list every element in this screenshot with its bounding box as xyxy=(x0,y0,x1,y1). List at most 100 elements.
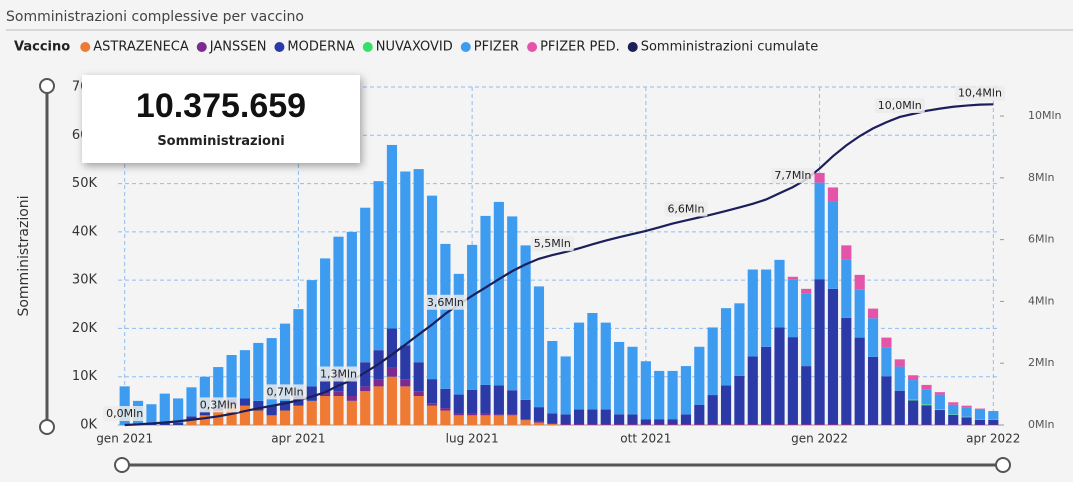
bar-segment xyxy=(533,422,545,425)
bar-segment xyxy=(734,375,745,425)
bar-segment xyxy=(961,417,972,425)
v-slider-handle[interactable] xyxy=(39,419,55,435)
bar-segment xyxy=(373,379,384,387)
bar-segment xyxy=(173,398,184,423)
bar-segment xyxy=(667,424,678,425)
bar-segment xyxy=(787,337,798,425)
bar-segment xyxy=(934,394,945,410)
bar-segment xyxy=(573,409,585,425)
data-label: 0,7Mln xyxy=(267,385,304,398)
kpi-value: 10.375.659 xyxy=(135,87,307,125)
bar-segment xyxy=(320,258,331,380)
bar-segment xyxy=(627,414,638,425)
v-slider-handle[interactable] xyxy=(39,78,55,94)
y2-tick-label: 0Mln xyxy=(1028,418,1055,431)
bar-segment xyxy=(159,422,170,425)
bar-segment xyxy=(814,172,825,183)
bar-segment xyxy=(921,404,932,406)
data-label: 10,0Mln xyxy=(878,99,922,112)
bar-segment xyxy=(720,308,732,386)
bar-segment xyxy=(787,424,798,425)
bar-segment xyxy=(453,273,464,395)
bar-segment xyxy=(400,379,411,387)
y-tick-label: 0K xyxy=(80,418,97,433)
bar-segment xyxy=(600,409,611,425)
bar-segment xyxy=(761,424,772,425)
bar-segment xyxy=(573,424,585,425)
bar-segment xyxy=(908,399,919,401)
bar-segment xyxy=(293,309,304,397)
x-tick-label: gen 2021 xyxy=(96,432,153,446)
bar-segment xyxy=(707,424,718,425)
bar-segment xyxy=(908,400,919,425)
bar-segment xyxy=(680,366,692,415)
h-slider-handle[interactable] xyxy=(114,457,130,473)
bar-segment xyxy=(346,376,357,397)
bar-segment xyxy=(373,386,384,425)
bar-segment xyxy=(386,328,398,368)
bar-segment xyxy=(720,424,732,425)
bar-segment xyxy=(734,424,745,425)
bar-segment xyxy=(680,414,692,425)
y-tick-label: 40K xyxy=(72,224,98,239)
bar-segment xyxy=(948,404,959,415)
bar-segment xyxy=(774,424,785,425)
legend-title: Vaccino xyxy=(14,40,70,55)
legend-marker xyxy=(274,42,285,52)
bar-segment xyxy=(520,419,531,421)
bar-segment xyxy=(426,379,438,404)
y2-tick-label: 2Mln xyxy=(1028,356,1055,369)
y-axis-title: Somministrazioni xyxy=(16,195,32,316)
bar-segment xyxy=(761,346,772,425)
x-tick-label: lug 2021 xyxy=(446,432,499,446)
bar-segment xyxy=(694,346,705,405)
bar-segment xyxy=(801,288,812,294)
bar-segment xyxy=(734,303,745,376)
bar-segment xyxy=(881,347,892,377)
bar-segment xyxy=(747,269,758,357)
bar-segment xyxy=(921,384,932,390)
bar-segment xyxy=(413,362,424,392)
bar-segment xyxy=(614,341,625,415)
bar-segment xyxy=(533,421,545,423)
data-label-bg xyxy=(530,236,574,252)
bar-segment xyxy=(467,415,478,425)
bar-segment xyxy=(787,279,798,338)
data-label: 0,3Mln xyxy=(200,398,237,411)
bar-segment xyxy=(640,419,651,425)
bar-segment xyxy=(908,375,919,381)
bar-segment xyxy=(720,385,732,425)
y2-tick-label: 4Mln xyxy=(1028,294,1055,307)
bar-segment xyxy=(961,407,972,417)
bar-segment xyxy=(614,424,625,425)
data-label: 10,4Mln xyxy=(958,87,1002,100)
bar-segment xyxy=(493,201,504,386)
bar-segment xyxy=(881,376,892,425)
bar-segment xyxy=(266,405,277,416)
h-slider-handle[interactable] xyxy=(995,457,1011,473)
y-tick-label: 10K xyxy=(72,369,98,384)
bar-segment xyxy=(199,410,210,416)
legend-label: PFIZER PED. xyxy=(540,40,620,55)
bar-segment xyxy=(279,323,291,401)
bar-segment xyxy=(426,403,438,406)
bar-segment xyxy=(480,415,491,425)
bar-segment xyxy=(333,396,344,425)
bar-segment xyxy=(894,390,905,425)
bar-segment xyxy=(654,370,665,420)
bar-segment xyxy=(587,312,598,410)
bar-segment xyxy=(520,420,531,425)
bar-segment xyxy=(413,391,424,397)
bar-segment xyxy=(787,276,798,280)
data-label-bg xyxy=(874,97,925,113)
bar-segment xyxy=(600,322,611,410)
data-label-bg xyxy=(954,85,1005,101)
bar-segment xyxy=(934,409,945,411)
bar-segment xyxy=(467,413,478,416)
data-label: 7,7Mln xyxy=(774,169,811,182)
bar-segment xyxy=(493,415,504,425)
bar-segment xyxy=(199,376,210,411)
bar-segment xyxy=(480,384,491,414)
data-label-bg xyxy=(664,201,708,217)
bar-segment xyxy=(867,308,879,319)
